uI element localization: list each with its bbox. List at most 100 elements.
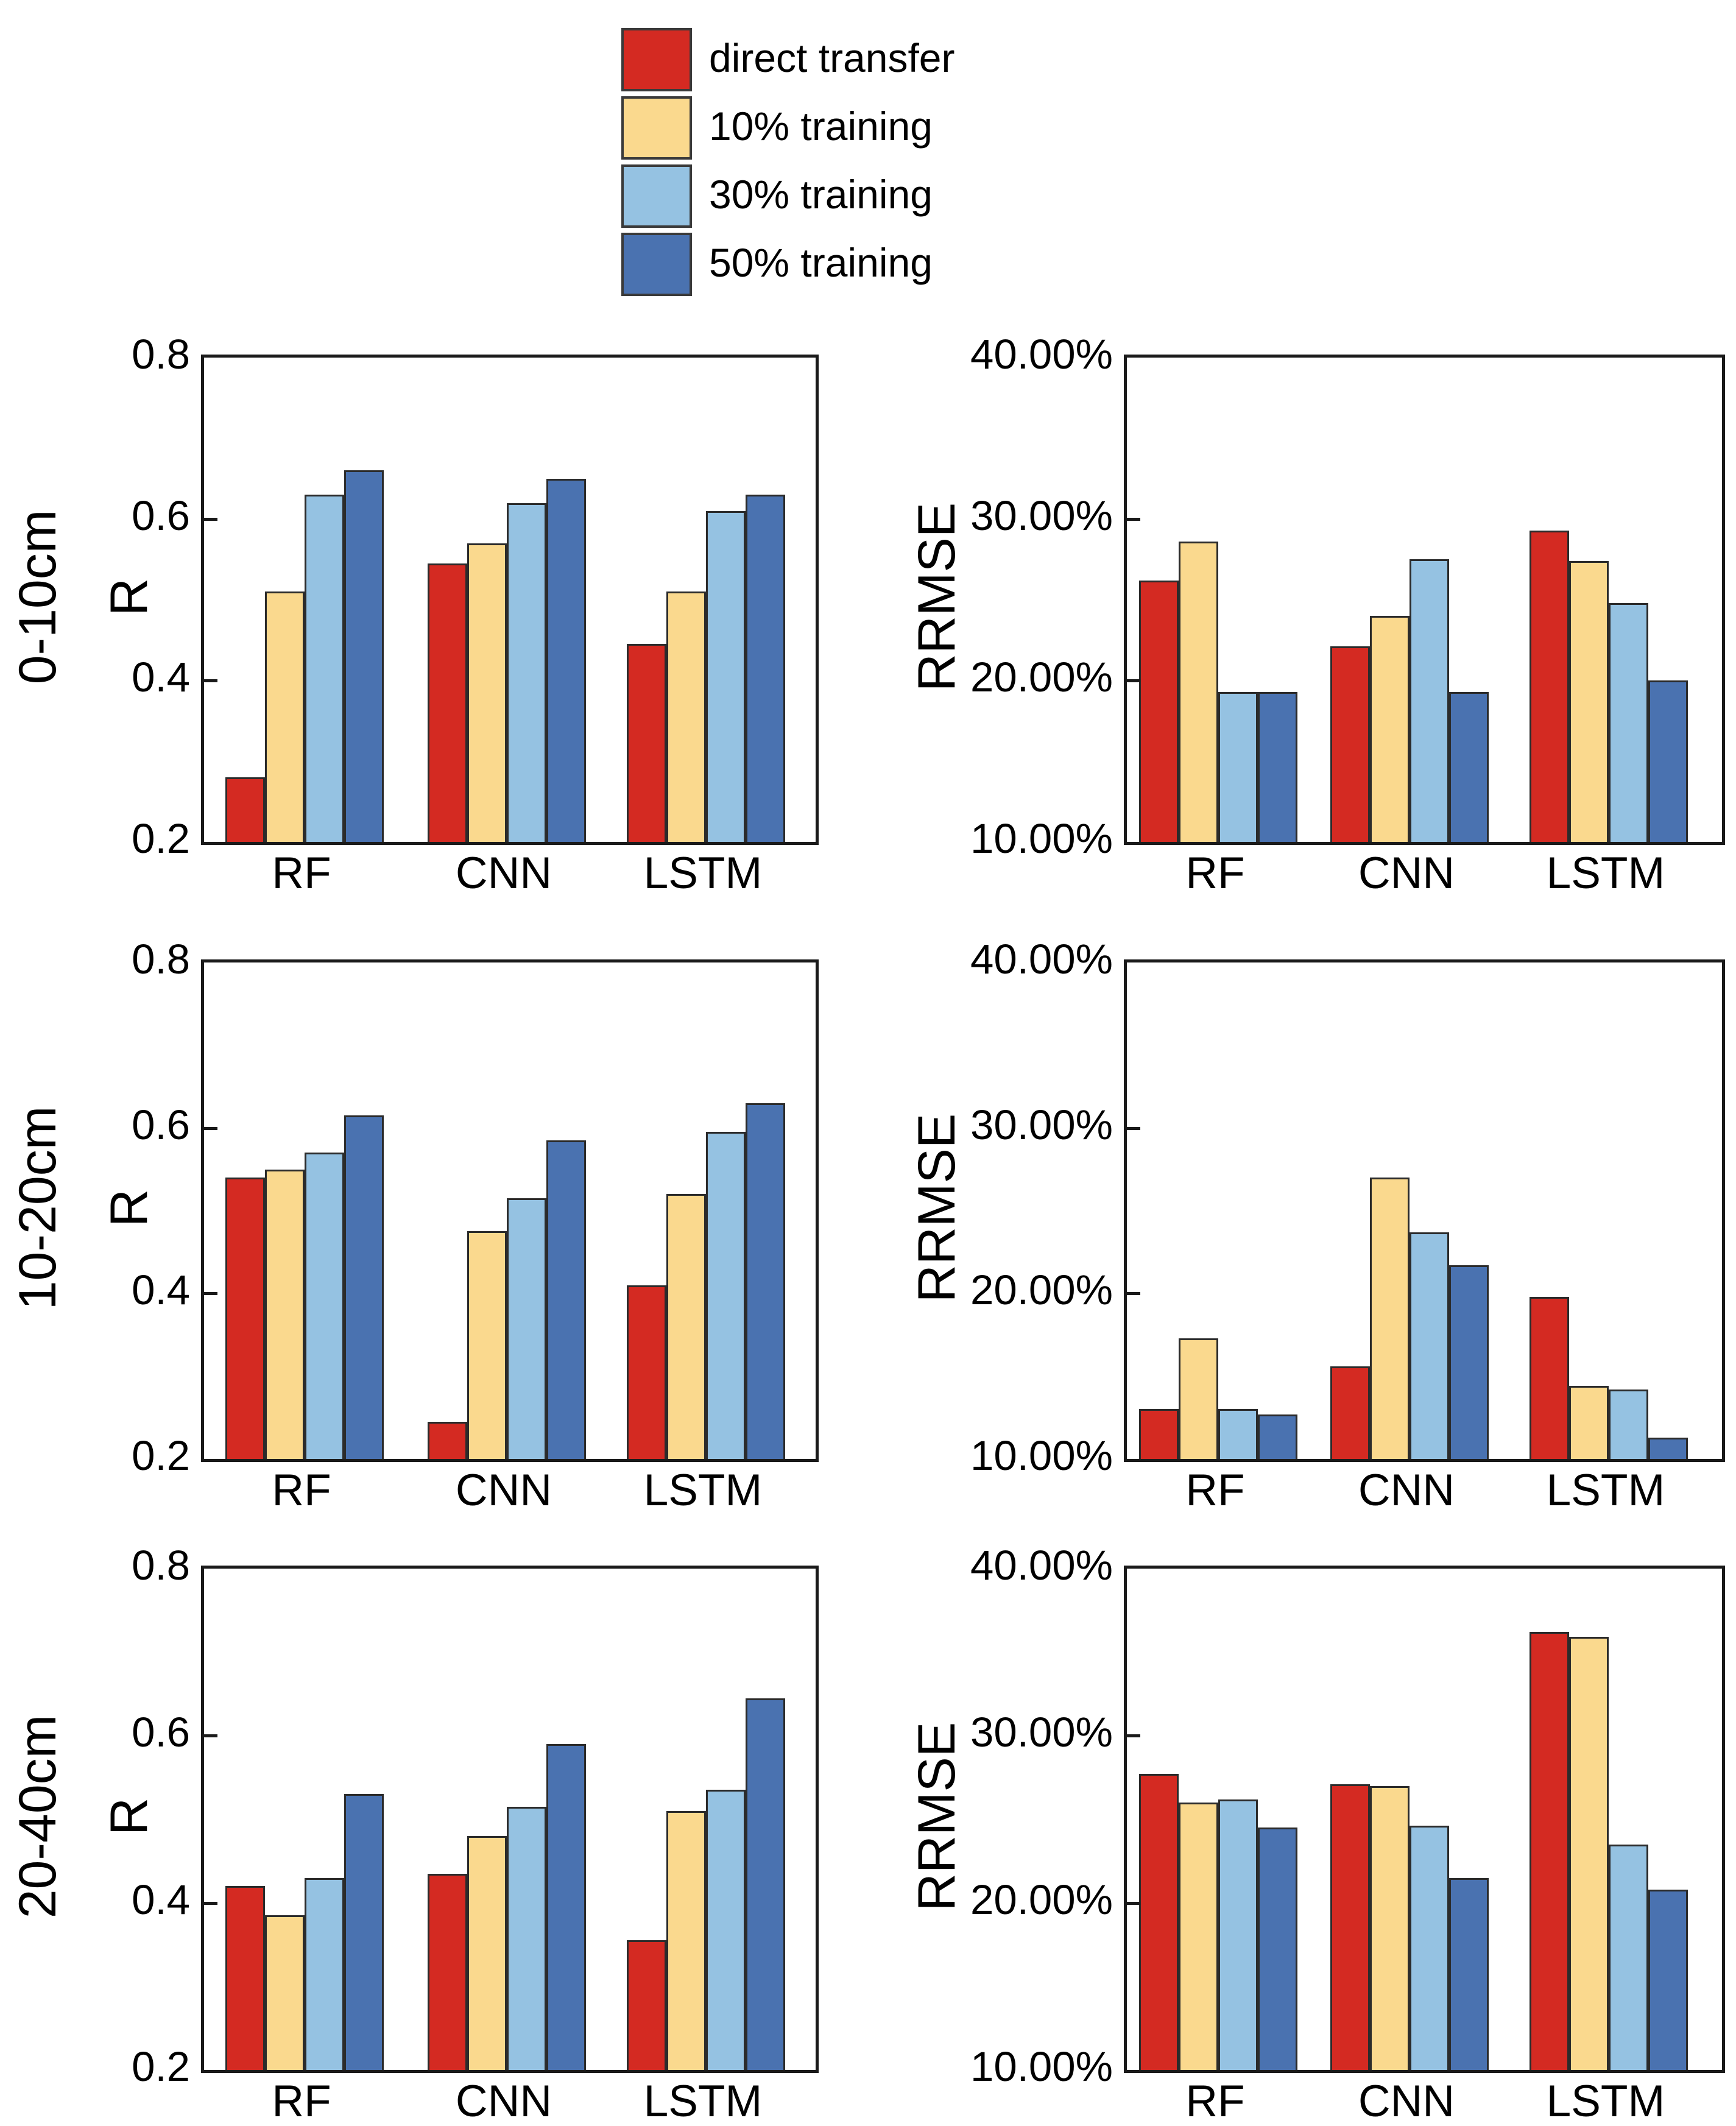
bar-RF-10-training <box>265 1170 305 1459</box>
bar-CNN-direct-transfer <box>1330 1784 1370 2070</box>
bar-CNN-10-training <box>1370 1178 1410 1459</box>
bar-CNN-direct-transfer <box>1330 1366 1370 1459</box>
bar-LSTM-direct-transfer <box>627 1285 666 1459</box>
legend-label: 30% training <box>709 172 933 217</box>
legend-swatch-icon <box>621 233 692 296</box>
bar-LSTM-10-training <box>1569 1386 1609 1459</box>
category-label-CNN: CNN <box>1358 849 1455 898</box>
bar-RF-30-training <box>305 1153 344 1459</box>
bar-LSTM-30-training <box>1609 1845 1648 2070</box>
bar-CNN-30-training <box>1410 1232 1449 1459</box>
category-label-LSTM: LSTM <box>643 849 763 898</box>
ytick-mark-20.00% <box>1127 679 1140 682</box>
bar-RF-10-training <box>1179 1338 1218 1459</box>
category-label-CNN: CNN <box>1358 2077 1455 2126</box>
bar-CNN-10-training <box>467 1231 507 1459</box>
bar-CNN-10-training <box>1370 616 1410 842</box>
bar-CNN-50-training <box>1449 1878 1489 2070</box>
category-label-LSTM: LSTM <box>643 2077 763 2126</box>
bar-RF-30-training <box>1218 1409 1258 1459</box>
legend-item-2: 30% training <box>621 164 1084 228</box>
category-label-LSTM: LSTM <box>1546 1466 1665 1515</box>
bar-RF-50-training <box>344 1115 384 1459</box>
plot-area-rrmse-10-20cm <box>1124 959 1725 1462</box>
ytick-mark-0.6 <box>204 1734 217 1737</box>
bar-LSTM-50-training <box>1648 1438 1688 1459</box>
ytick-mark-0.4 <box>204 1902 217 1905</box>
ytick-label-40.00%: 40.00% <box>970 936 1113 983</box>
ytick-label-0.6: 0.6 <box>132 1101 190 1148</box>
ytick-label-20.00%: 20.00% <box>970 654 1113 701</box>
ytick-label-20.00%: 20.00% <box>970 1876 1113 1923</box>
bar-CNN-direct-transfer <box>1330 646 1370 842</box>
bar-LSTM-10-training <box>666 1194 706 1459</box>
y-axis-label-R: R <box>100 577 158 616</box>
ytick-label-0.8: 0.8 <box>132 936 190 983</box>
bar-RF-30-training <box>1218 692 1258 842</box>
bar-LSTM-50-training <box>746 495 785 842</box>
bar-RF-50-training <box>1258 692 1297 842</box>
bar-RF-10-training <box>1179 1803 1218 2070</box>
bar-RF-10-training <box>265 1915 305 2070</box>
legend-label: 50% training <box>709 240 933 286</box>
bar-LSTM-30-training <box>1609 603 1648 842</box>
ytick-mark-30.00% <box>1127 1127 1140 1130</box>
ytick-label-0.8: 0.8 <box>132 331 190 378</box>
category-label-CNN: CNN <box>1358 1466 1455 1515</box>
bar-LSTM-50-training <box>1648 1890 1688 2070</box>
ytick-label-30.00%: 30.00% <box>970 1709 1113 1756</box>
ytick-label-40.00%: 40.00% <box>970 331 1113 378</box>
ytick-label-10.00%: 10.00% <box>970 815 1113 862</box>
ytick-label-10.00%: 10.00% <box>970 2043 1113 2090</box>
ytick-mark-20.00% <box>1127 1292 1140 1295</box>
legend-item-1: 10% training <box>621 96 1084 160</box>
bar-CNN-10-training <box>1370 1786 1410 2070</box>
ytick-mark-30.00% <box>1127 518 1140 521</box>
row-label-20-40cm: 20-40cm <box>9 1714 67 1919</box>
bar-RF-50-training <box>1258 1828 1297 2070</box>
row-label-0-10cm: 0-10cm <box>9 509 67 685</box>
category-label-LSTM: LSTM <box>643 1466 763 1515</box>
bar-CNN-30-training <box>507 503 546 842</box>
plot-area-r-0-10cm <box>201 355 819 845</box>
category-label-RF: RF <box>1185 849 1245 898</box>
ytick-label-30.00%: 30.00% <box>970 1101 1113 1148</box>
legend-label: 10% training <box>709 104 933 149</box>
bar-LSTM-50-training <box>1648 680 1688 842</box>
ytick-mark-20.00% <box>1127 1902 1140 1905</box>
bar-LSTM-10-training <box>666 1811 706 2070</box>
bar-LSTM-10-training <box>666 592 706 842</box>
bar-LSTM-direct-transfer <box>1530 1632 1569 2070</box>
bar-RF-direct-transfer <box>225 777 265 842</box>
ytick-label-30.00%: 30.00% <box>970 492 1113 539</box>
bar-RF-30-training <box>305 1878 344 2070</box>
bar-CNN-50-training <box>546 1744 586 2070</box>
ytick-mark-0.6 <box>204 518 217 521</box>
bar-RF-direct-transfer <box>225 1178 265 1459</box>
bar-LSTM-30-training <box>706 511 746 842</box>
ytick-label-0.6: 0.6 <box>132 1709 190 1756</box>
ytick-mark-30.00% <box>1127 1734 1140 1737</box>
ytick-label-10.00%: 10.00% <box>970 1432 1113 1479</box>
bar-CNN-50-training <box>1449 692 1489 842</box>
bar-RF-30-training <box>305 495 344 842</box>
legend-item-3: 50% training <box>621 233 1084 296</box>
ytick-label-0.2: 0.2 <box>132 815 190 862</box>
bar-RF-direct-transfer <box>225 1886 265 2070</box>
bar-RF-50-training <box>344 1794 384 2070</box>
category-label-CNN: CNN <box>455 2077 552 2126</box>
bar-CNN-50-training <box>1449 1265 1489 1459</box>
y-axis-label-R: R <box>100 1797 158 1836</box>
bar-LSTM-30-training <box>1609 1390 1648 1459</box>
ytick-mark-0.6 <box>204 1127 217 1130</box>
row-label-10-20cm: 10-20cm <box>9 1106 67 1310</box>
y-axis-label-RRMSE: RRMSE <box>908 1113 966 1303</box>
ytick-label-40.00%: 40.00% <box>970 1542 1113 1589</box>
bar-CNN-direct-transfer <box>428 563 467 842</box>
category-label-LSTM: LSTM <box>1546 849 1665 898</box>
plot-area-rrmse-20-40cm <box>1124 1566 1725 2073</box>
bar-RF-50-training <box>1258 1414 1297 1459</box>
bar-LSTM-direct-transfer <box>627 1940 666 2070</box>
ytick-mark-0.4 <box>204 1292 217 1295</box>
bar-LSTM-direct-transfer <box>1530 1297 1569 1459</box>
